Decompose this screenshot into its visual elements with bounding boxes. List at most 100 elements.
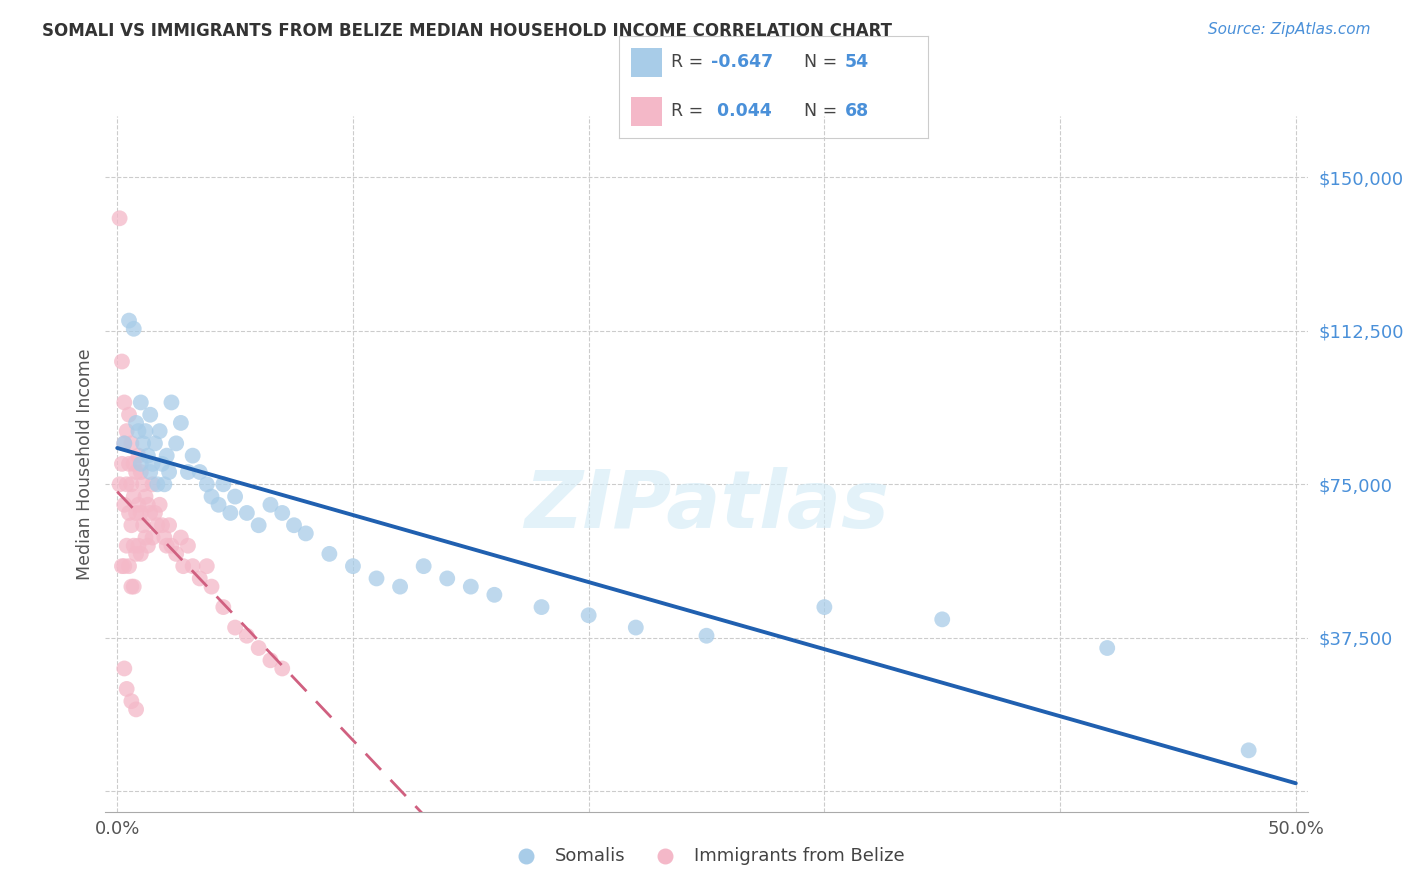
Point xyxy=(283,518,305,533)
Point xyxy=(696,629,718,643)
Point xyxy=(484,588,506,602)
Point xyxy=(115,424,138,438)
Point xyxy=(342,559,364,574)
Point xyxy=(142,531,165,545)
Point xyxy=(115,477,138,491)
Point xyxy=(212,600,235,615)
Point xyxy=(165,436,187,450)
Point xyxy=(136,498,159,512)
Point xyxy=(188,571,211,585)
Y-axis label: Median Household Income: Median Household Income xyxy=(76,348,94,580)
Point xyxy=(108,211,131,226)
Point xyxy=(112,436,135,450)
Point xyxy=(115,539,138,553)
Point xyxy=(181,559,204,574)
Point xyxy=(224,490,246,504)
Point xyxy=(127,424,149,438)
Point xyxy=(366,571,388,585)
Point xyxy=(112,395,135,409)
Point xyxy=(195,477,218,491)
Point xyxy=(170,531,193,545)
Point xyxy=(125,506,148,520)
Point xyxy=(125,416,148,430)
Point xyxy=(125,547,148,561)
Point xyxy=(931,612,953,626)
Point xyxy=(813,600,835,615)
Bar xyxy=(631,97,662,126)
Point xyxy=(318,547,340,561)
Point xyxy=(259,498,281,512)
Point xyxy=(129,547,152,561)
Point xyxy=(139,506,162,520)
Point xyxy=(149,498,172,512)
Point xyxy=(136,539,159,553)
Point xyxy=(436,571,458,585)
Point xyxy=(132,436,155,450)
Point xyxy=(120,436,142,450)
Point xyxy=(195,559,218,574)
Point xyxy=(118,408,141,422)
Point xyxy=(460,580,482,594)
Point xyxy=(530,600,553,615)
Point xyxy=(236,629,259,643)
Point xyxy=(120,580,142,594)
Text: 68: 68 xyxy=(845,102,869,120)
Point xyxy=(127,539,149,553)
Point xyxy=(139,408,162,422)
Text: SOMALI VS IMMIGRANTS FROM BELIZE MEDIAN HOUSEHOLD INCOME CORRELATION CHART: SOMALI VS IMMIGRANTS FROM BELIZE MEDIAN … xyxy=(42,22,893,40)
Point xyxy=(236,506,259,520)
Point xyxy=(624,621,647,635)
Point xyxy=(122,322,145,336)
Point xyxy=(129,457,152,471)
Text: R =: R = xyxy=(671,53,709,70)
Point xyxy=(108,477,131,491)
Point xyxy=(127,449,149,463)
Point xyxy=(115,681,138,696)
Text: 54: 54 xyxy=(845,53,869,70)
Point xyxy=(157,465,180,479)
Point xyxy=(143,506,166,520)
Point xyxy=(111,457,134,471)
Point xyxy=(177,539,200,553)
Point xyxy=(181,449,204,463)
Text: N =: N = xyxy=(804,53,844,70)
Text: -0.647: -0.647 xyxy=(711,53,773,70)
Point xyxy=(112,436,135,450)
Point xyxy=(153,477,176,491)
Point xyxy=(122,539,145,553)
Point xyxy=(132,518,155,533)
Point xyxy=(139,465,162,479)
Point xyxy=(259,653,281,667)
Point xyxy=(125,465,148,479)
Point xyxy=(118,559,141,574)
Point xyxy=(125,702,148,716)
Point xyxy=(112,559,135,574)
Point xyxy=(112,661,135,675)
Point xyxy=(1237,743,1260,757)
Point xyxy=(129,506,152,520)
Point xyxy=(153,531,176,545)
Text: ZIPatlas: ZIPatlas xyxy=(524,467,889,545)
Point xyxy=(111,354,134,368)
Point xyxy=(132,477,155,491)
Point xyxy=(160,539,183,553)
Point xyxy=(120,518,142,533)
Point xyxy=(142,457,165,471)
Point xyxy=(122,580,145,594)
Point xyxy=(1097,640,1119,655)
Point xyxy=(122,457,145,471)
Point xyxy=(165,547,187,561)
Legend: Somalis, Immigrants from Belize: Somalis, Immigrants from Belize xyxy=(501,840,912,872)
Point xyxy=(135,531,157,545)
Point xyxy=(120,694,142,708)
Point xyxy=(224,621,246,635)
Point xyxy=(129,465,152,479)
Point xyxy=(142,477,165,491)
Text: Source: ZipAtlas.com: Source: ZipAtlas.com xyxy=(1208,22,1371,37)
Point xyxy=(135,490,157,504)
Point xyxy=(200,580,222,594)
Point xyxy=(112,498,135,512)
Point xyxy=(157,518,180,533)
Point xyxy=(389,580,412,594)
Point xyxy=(160,395,183,409)
